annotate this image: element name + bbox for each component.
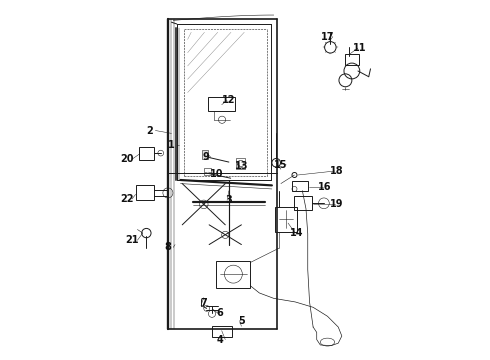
Text: 5: 5 <box>238 316 245 325</box>
Bar <box>139 147 154 159</box>
Bar <box>136 185 153 200</box>
Bar <box>204 168 211 175</box>
Text: 1: 1 <box>168 140 175 150</box>
Text: 4: 4 <box>217 334 223 345</box>
Text: 14: 14 <box>290 228 304 238</box>
Text: 19: 19 <box>330 199 343 210</box>
Text: 12: 12 <box>222 95 236 105</box>
Bar <box>294 196 313 211</box>
Text: 17: 17 <box>321 32 334 41</box>
Bar <box>208 97 235 111</box>
Text: 15: 15 <box>274 160 288 170</box>
Text: 3: 3 <box>225 195 232 206</box>
Text: 16: 16 <box>318 182 331 192</box>
Text: 2: 2 <box>147 126 153 135</box>
Bar <box>216 261 250 288</box>
Bar <box>275 207 297 232</box>
Bar <box>202 150 208 159</box>
Text: 9: 9 <box>202 152 209 162</box>
Text: 6: 6 <box>217 309 223 318</box>
Text: 8: 8 <box>165 242 172 252</box>
Text: 21: 21 <box>125 235 139 245</box>
Bar <box>236 158 245 169</box>
Bar <box>292 181 308 192</box>
Text: 7: 7 <box>200 298 207 308</box>
Bar <box>344 54 359 65</box>
Text: 18: 18 <box>330 166 343 176</box>
Bar <box>212 326 232 337</box>
Text: 22: 22 <box>120 194 133 204</box>
Text: 20: 20 <box>120 154 133 164</box>
Text: 13: 13 <box>235 161 248 171</box>
Text: 10: 10 <box>210 169 224 179</box>
Text: 11: 11 <box>353 43 367 53</box>
